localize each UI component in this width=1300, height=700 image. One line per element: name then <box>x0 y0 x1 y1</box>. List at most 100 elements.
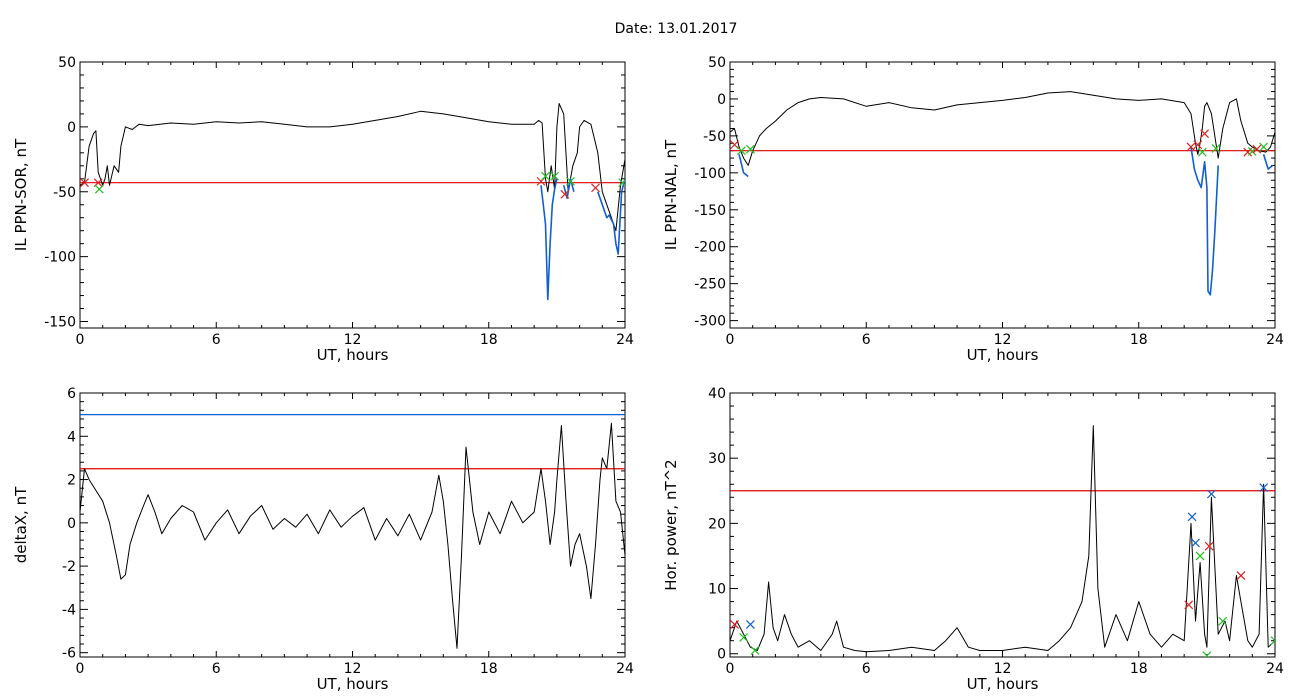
plot-area <box>730 91 1275 296</box>
marker-x <box>80 178 89 188</box>
y-axis-label: IL PPN-SOR, nT <box>12 138 30 251</box>
marker-stroke <box>1200 129 1210 139</box>
marker-stroke <box>1270 636 1275 642</box>
y-axis-label: deltaX, nT <box>12 486 30 563</box>
marker-x <box>1195 551 1205 561</box>
series-line-0 <box>80 103 625 232</box>
x-tick-label: 24 <box>1266 332 1284 348</box>
x-tick-label: 0 <box>726 332 735 348</box>
marker-stroke <box>560 189 570 199</box>
x-axis-label: UT, hours <box>967 346 1039 364</box>
plot-area <box>80 414 625 649</box>
marker-x <box>730 619 739 629</box>
marker-x <box>1270 636 1275 646</box>
marker-stroke <box>1197 147 1207 157</box>
x-tick-label: 6 <box>862 661 871 677</box>
marker-stroke <box>730 140 739 150</box>
marker-x <box>1204 541 1214 551</box>
y-tick-label: 30 <box>708 451 726 467</box>
marker-x <box>550 171 560 181</box>
marker-x <box>1197 147 1207 157</box>
marker-x <box>566 176 575 186</box>
y-tick-label: 40 <box>708 386 726 402</box>
marker-x <box>730 140 739 150</box>
series-line-3 <box>597 178 625 255</box>
x-tick-label: 6 <box>212 332 221 348</box>
x-tick-label: 24 <box>616 661 634 677</box>
marker-stroke <box>739 633 749 642</box>
marker-stroke <box>618 179 625 188</box>
y-tick-label: 0 <box>717 92 726 108</box>
x-tick-label: 18 <box>480 661 498 677</box>
x-tick-label: 12 <box>994 661 1012 677</box>
marker-stroke <box>750 646 760 655</box>
marker-stroke <box>1193 140 1203 150</box>
marker-stroke <box>730 619 739 629</box>
x-tick-label: 24 <box>1266 661 1284 677</box>
marker-x <box>618 178 625 188</box>
x-tick-label: 18 <box>1130 332 1148 348</box>
x-tick-label: 18 <box>480 332 498 348</box>
y-tick-label: 2 <box>67 473 76 489</box>
marker-x <box>1259 483 1269 492</box>
marker-stroke <box>1218 616 1228 626</box>
series-line-2 <box>738 154 749 178</box>
x-tick-label: 18 <box>1130 661 1148 677</box>
x-axis-label: UT, hours <box>967 675 1039 693</box>
x-tick-label: 0 <box>76 332 85 348</box>
y-tick-label: -50 <box>703 129 726 145</box>
y-tick-label: -150 <box>44 315 76 331</box>
x-axis-label: UT, hours <box>317 675 389 693</box>
marker-stroke <box>1187 512 1197 522</box>
marker-x <box>1252 144 1262 154</box>
plot-area <box>80 103 625 301</box>
marker-x <box>746 619 755 629</box>
marker-stroke <box>1206 489 1216 499</box>
marker-stroke <box>1252 144 1262 154</box>
marker-stroke <box>1186 142 1196 152</box>
y-tick-label: 6 <box>67 386 76 402</box>
y-tick-label: 0 <box>67 120 76 136</box>
marker-x <box>1186 142 1196 152</box>
chart-ppn-nal: 0 6 12 18 24 -300 -250 -200 -150 -100 -50 0 50 UT, ho… <box>662 55 1284 364</box>
y-tick-label: 0 <box>717 647 726 663</box>
marker-x <box>1191 538 1200 548</box>
marker-x <box>1236 571 1246 580</box>
marker-x <box>1202 651 1212 657</box>
marker-stroke <box>80 178 89 188</box>
marker-stroke <box>550 171 560 181</box>
marker-stroke <box>1211 144 1221 153</box>
y-tick-label: -100 <box>694 166 726 182</box>
marker-stroke <box>1184 600 1194 610</box>
series-line-2 <box>562 178 575 199</box>
marker-x <box>1247 146 1257 156</box>
y-tick-label: -100 <box>44 250 76 266</box>
series-line-0 <box>730 91 1275 166</box>
marker-x <box>1200 129 1210 139</box>
series-line-0 <box>80 422 625 649</box>
marker-stroke <box>566 176 575 186</box>
marker-x <box>739 633 749 642</box>
y-tick-label: -2 <box>62 559 76 575</box>
marker-x <box>1211 144 1221 153</box>
series-line-1 <box>540 178 558 301</box>
chart-ppn-sor: 0 6 12 18 24 -150 -100 -50 0 50 UT, hours IL PPN-SO… <box>12 55 634 364</box>
x-tick-label: 0 <box>726 661 735 677</box>
date-label: Date: 13.01.2017 <box>615 21 738 37</box>
marker-stroke <box>746 619 755 629</box>
x-tick-label: 12 <box>344 332 362 348</box>
x-tick-label: 12 <box>344 661 362 677</box>
x-axis-label: UT, hours <box>317 346 389 364</box>
marker-stroke <box>746 144 755 154</box>
marker-stroke <box>1236 571 1246 580</box>
marker-stroke <box>94 184 104 194</box>
x-tick-label: 24 <box>616 332 634 348</box>
y-tick-label: -6 <box>62 646 76 662</box>
marker-stroke <box>1195 551 1205 561</box>
marker-stroke <box>591 183 600 193</box>
series-line-0 <box>730 425 1275 653</box>
marker-stroke <box>1204 651 1212 657</box>
marker-x <box>1259 142 1269 152</box>
